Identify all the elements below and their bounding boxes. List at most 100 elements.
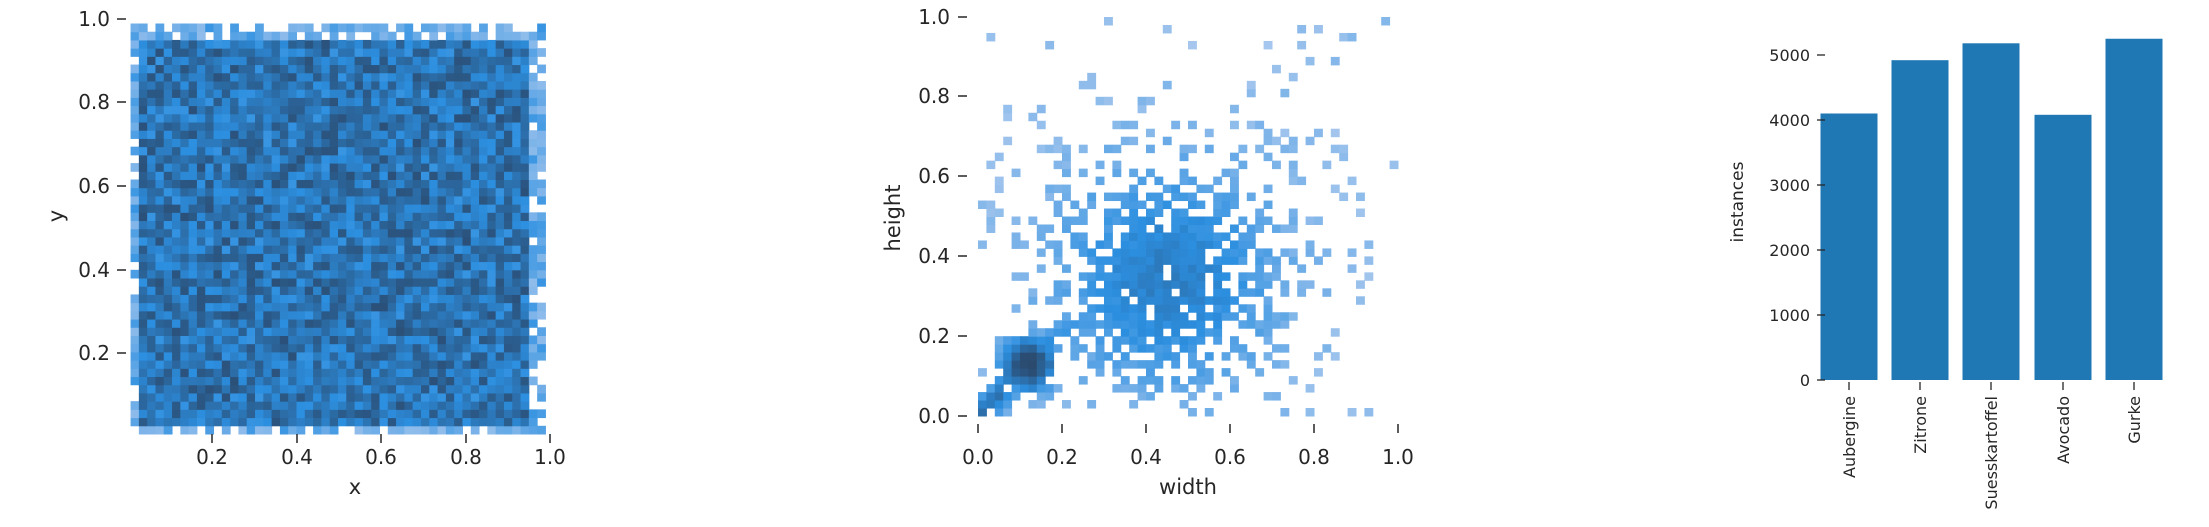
heatmap-cell: [155, 130, 165, 139]
heatmap-cell: [288, 39, 298, 49]
heatmap-cell: [495, 236, 505, 246]
x-tick-label: 0.0: [962, 445, 994, 469]
heatmap-cell: [1137, 272, 1147, 281]
heatmap-cell: [429, 392, 439, 402]
heatmap-cell: [313, 327, 322, 336]
heatmap-cell: [445, 236, 455, 246]
heatmap-cell: [329, 245, 339, 254]
heatmap-cell: [288, 80, 298, 90]
heatmap-cell: [454, 122, 463, 131]
heatmap-cell: [155, 48, 165, 57]
heatmap-cell: [512, 105, 522, 115]
heatmap-cell: [1129, 288, 1139, 297]
heatmap-cell: [1272, 224, 1281, 233]
heatmap-cell: [255, 302, 264, 312]
heatmap-cell: [246, 56, 256, 66]
heatmap-cell: [1062, 160, 1071, 170]
heatmap-cell: [437, 417, 447, 427]
heatmap-cell: [329, 89, 339, 98]
heatmap-cell: [396, 130, 405, 139]
heatmap-cell: [1162, 296, 1172, 305]
heatmap-cell: [288, 253, 298, 263]
heatmap-cell: [213, 171, 223, 180]
heatmap-cell: [1028, 296, 1038, 305]
heatmap-cell: [1263, 296, 1273, 305]
heatmap-cell: [512, 80, 522, 90]
heatmap-cell: [296, 195, 306, 205]
heatmap-cell: [288, 425, 298, 435]
heatmap-cell: [470, 384, 480, 394]
heatmap-cell: [1364, 240, 1374, 249]
heatmap-cell: [404, 368, 414, 378]
heatmap-cell: [1129, 256, 1139, 265]
heatmap-cell: [147, 236, 156, 246]
heatmap-cell: [238, 360, 248, 369]
heatmap-cell: [1314, 256, 1323, 265]
heatmap-cell: [1087, 304, 1097, 313]
heatmap-cell: [404, 72, 414, 82]
heatmap-cell: [296, 417, 306, 427]
heatmap-cell: [279, 327, 289, 336]
heatmap-cell: [1154, 208, 1164, 217]
heatmap-cell: [1179, 232, 1189, 241]
heatmap-cell: [354, 286, 364, 295]
heatmap-cell: [338, 236, 347, 246]
heatmap-cell: [279, 384, 289, 394]
heatmap-cell: [255, 48, 264, 57]
heatmap-cell: [221, 384, 231, 394]
heatmap-cell: [1238, 232, 1248, 241]
heatmap-cell: [362, 343, 372, 353]
heatmap-cell: [437, 105, 447, 115]
heatmap-cell: [313, 286, 322, 295]
heatmap-cell: [147, 48, 156, 57]
heatmap-cell: [238, 319, 248, 328]
heatmap-cell: [445, 319, 455, 328]
heatmap-cell: [371, 228, 380, 238]
heatmap-cell: [147, 417, 156, 427]
heatmap-cell: [138, 335, 148, 345]
heatmap-cell: [1255, 288, 1265, 297]
heatmap-cell: [1179, 192, 1189, 202]
heatmap-cell: [429, 105, 439, 115]
heatmap-cell: [147, 376, 156, 386]
heatmap-cell: [346, 163, 356, 172]
heatmap-cell: [445, 154, 455, 164]
heatmap-cell: [1188, 216, 1197, 225]
heatmap-cell: [296, 253, 306, 263]
heatmap-cell: [1255, 208, 1265, 217]
heatmap-cell: [296, 187, 306, 197]
heatmap-cell: [420, 80, 430, 90]
heatmap-cell: [130, 302, 140, 312]
heatmap-cell: [412, 39, 422, 49]
heatmap-cell: [296, 179, 306, 189]
heatmap-cell: [338, 146, 347, 156]
heatmap-cell: [1003, 336, 1013, 345]
heatmap-cell: [520, 319, 530, 328]
heatmap-cell: [155, 171, 165, 180]
heatmap-cell: [321, 245, 331, 254]
heatmap-cell: [155, 212, 165, 222]
heatmap-cell: [1095, 352, 1105, 361]
heatmap-cell: [1305, 56, 1315, 66]
heatmap-cell: [230, 187, 239, 197]
heatmap-cell: [180, 138, 190, 148]
heatmap-cell: [1230, 192, 1239, 202]
heatmap-cell: [155, 105, 165, 115]
heatmap-cell: [205, 97, 215, 107]
heatmap-cell: [263, 417, 273, 427]
heatmap-cell: [1036, 360, 1046, 369]
heatmap-cell: [445, 64, 455, 74]
heatmap-cell: [470, 245, 480, 254]
heatmap-cell: [279, 97, 289, 107]
y-tick-label: 2000: [1769, 241, 1810, 260]
heatmap-cell: [1146, 376, 1155, 385]
heatmap-cell: [138, 409, 148, 419]
heatmap-cell: [238, 228, 248, 238]
heatmap-cell: [321, 384, 331, 394]
heatmap-cell: [1137, 248, 1147, 257]
heatmap-cell: [255, 228, 264, 238]
chart-width-height-density: 0.0 0.2 0.4 0.6 0.8 1.0 0.0 0.2 0.4 0.6 …: [881, 5, 1414, 499]
heatmap-cell: [263, 236, 273, 246]
heatmap-cell: [321, 401, 331, 410]
